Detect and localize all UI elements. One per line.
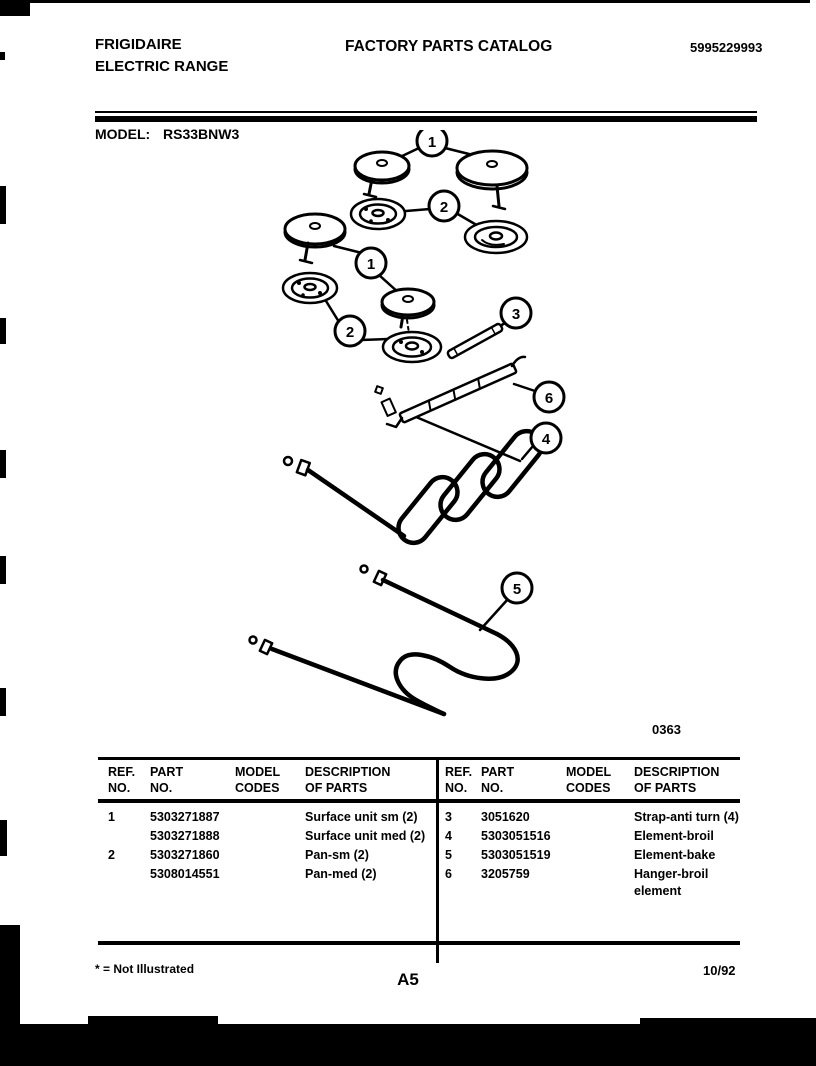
ref-no: 5 <box>445 848 452 862</box>
surface-unit-small <box>353 150 411 199</box>
model-codes <box>235 846 305 865</box>
model-value: RS33BNW3 <box>163 126 240 142</box>
part-desc: Hanger-broil element <box>634 867 709 898</box>
col-model: MODEL <box>566 765 612 779</box>
part-no: 5303051519 <box>481 848 551 862</box>
col-part: PART <box>150 765 184 779</box>
callout-label: 3 <box>512 306 520 323</box>
model-codes <box>566 846 634 865</box>
scan-artifact <box>28 0 810 3</box>
part-desc: Surface unit sm (2) <box>305 810 418 824</box>
callout-label: 6 <box>545 390 553 407</box>
scan-artifact <box>0 556 6 584</box>
surface-unit-large <box>455 149 529 211</box>
scan-artifact <box>0 925 20 1035</box>
col-desc: DESCRIPTION <box>634 765 720 779</box>
model-codes <box>235 865 305 884</box>
model-codes <box>566 827 634 846</box>
ref-no: 2 <box>108 848 115 862</box>
part-no: 5303271887 <box>150 810 220 824</box>
col-part: PART <box>481 765 515 779</box>
callout-label: 1 <box>367 256 375 273</box>
not-illustrated-note: * = Not Illustrated <box>95 962 195 976</box>
ref-no: 6 <box>445 867 452 881</box>
broil-hanger-bracket <box>374 355 527 463</box>
table-header-rule <box>98 799 740 803</box>
surface-unit-center <box>380 287 436 341</box>
col-ref: REF. <box>108 765 136 779</box>
ref-no <box>108 827 150 846</box>
table-center-divider <box>436 757 439 963</box>
header-rule-thin <box>95 111 757 113</box>
part-no: 3051620 <box>481 810 530 824</box>
part-no: 3205759 <box>481 867 530 881</box>
broil-element <box>282 428 544 546</box>
part-desc: Pan-med (2) <box>305 867 377 881</box>
header-rule-thick <box>95 116 757 122</box>
scan-artifact <box>0 52 5 60</box>
figure-number: 0363 <box>652 722 681 737</box>
model-codes <box>235 827 305 846</box>
callout-circles: 1 2 1 2 3 6 4 5 <box>333 130 566 605</box>
col-ref: REF. <box>445 765 473 779</box>
scan-artifact <box>0 688 6 716</box>
part-desc: Element-broil <box>634 829 714 843</box>
model-codes <box>235 808 305 827</box>
scan-artifact <box>0 318 6 344</box>
surface-unit-medium <box>283 212 347 265</box>
page-code: A5 <box>397 970 419 989</box>
table-header-left: REF. NO. PART NO. MODEL CODES DESCRIPTION OF… <box>100 764 442 796</box>
ref-no: 4 <box>445 829 452 843</box>
scan-artifact <box>0 820 7 856</box>
ref-no: 1 <box>108 810 115 824</box>
scan-artifact <box>0 1024 816 1066</box>
model-codes <box>566 808 634 827</box>
brand-line1: FRIGIDAIRE <box>95 36 182 53</box>
drip-pan-center <box>381 330 443 364</box>
table-bottom-rule <box>98 941 740 945</box>
part-no: 5308014551 <box>150 867 220 881</box>
catalog-number: 5995229993 <box>690 40 763 55</box>
part-no: 5303271860 <box>150 848 220 862</box>
drip-pan-large <box>463 219 529 255</box>
callout-label: 2 <box>440 199 448 216</box>
model-codes <box>566 865 634 900</box>
table-body-right: 3 3051620 Strap-anti turn (4) 4 53030515… <box>437 808 747 900</box>
part-no: 5303271888 <box>150 829 220 843</box>
callout-label: 5 <box>513 581 521 598</box>
part-desc: Pan-sm (2) <box>305 848 369 862</box>
parts-diagram: 1 2 1 2 3 6 4 5 <box>248 130 566 717</box>
model-label: MODEL: <box>95 126 151 142</box>
part-desc: Surface unit med (2) <box>305 829 426 843</box>
col-desc: DESCRIPTION <box>305 765 391 779</box>
col-model: MODEL <box>235 765 281 779</box>
anti-turn-strap <box>446 322 504 360</box>
ref-no <box>108 865 150 884</box>
scan-artifact <box>0 450 6 478</box>
ref-no: 3 <box>445 810 452 824</box>
date-code: 10/92 <box>703 963 736 978</box>
callout-label: 2 <box>346 324 354 341</box>
part-desc: Element-bake <box>634 848 716 862</box>
page-title: FACTORY PARTS CATALOG <box>345 38 553 55</box>
bake-element <box>248 564 520 717</box>
part-no: 5303051516 <box>481 829 551 843</box>
callout-label: 1 <box>428 134 436 151</box>
scan-artifact <box>0 186 6 224</box>
brand-line2: ELECTRIC RANGE <box>95 58 229 75</box>
table-top-rule <box>98 757 740 760</box>
drip-pan-left-pattern <box>281 271 339 305</box>
part-desc: Strap-anti turn (4) <box>634 810 739 824</box>
table-body-left: 1 5303271887 Surface unit sm (2) 5303271… <box>100 808 442 884</box>
table-header-right: REF. NO. PART NO. MODEL CODES DESCRIPTION OF… <box>437 764 747 796</box>
drip-pan-small-pattern <box>349 197 407 231</box>
scan-artifact <box>0 0 30 16</box>
callout-label: 4 <box>542 431 551 448</box>
